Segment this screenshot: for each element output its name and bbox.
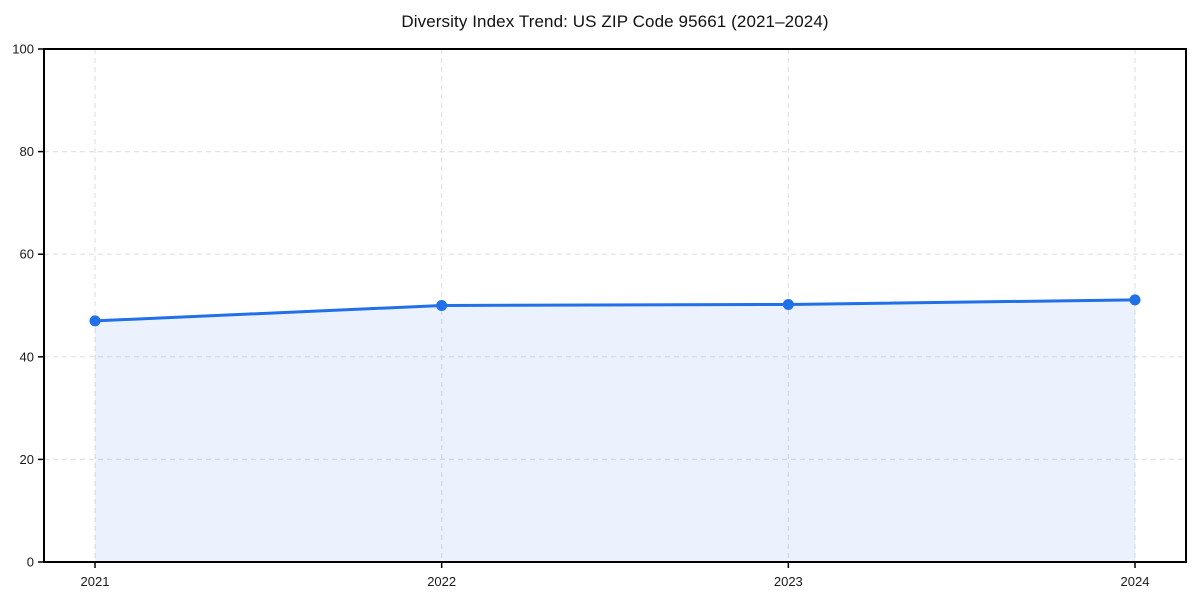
x-tick-label: 2022 <box>427 574 456 589</box>
y-tick-label: 60 <box>20 247 34 262</box>
chart-title: Diversity Index Trend: US ZIP Code 95661… <box>401 12 829 31</box>
y-tick-label: 40 <box>20 349 34 364</box>
plot-frame <box>43 48 1187 563</box>
series-line <box>93 298 1137 323</box>
data-point-marker <box>89 315 101 327</box>
series-area-fill <box>95 299 1135 562</box>
x-tick-label: 2021 <box>81 574 110 589</box>
y-tick-label: 100 <box>12 42 34 57</box>
data-point-marker <box>436 300 448 311</box>
data-point-marker <box>782 298 794 310</box>
y-tick-label: 20 <box>20 452 34 467</box>
data-point-marker <box>1129 294 1141 306</box>
x-tick-label: 2023 <box>774 574 803 589</box>
y-tick-label: 80 <box>20 144 34 159</box>
y-tick-label: 0 <box>27 555 34 570</box>
x-tick-label: 2024 <box>1121 574 1150 589</box>
